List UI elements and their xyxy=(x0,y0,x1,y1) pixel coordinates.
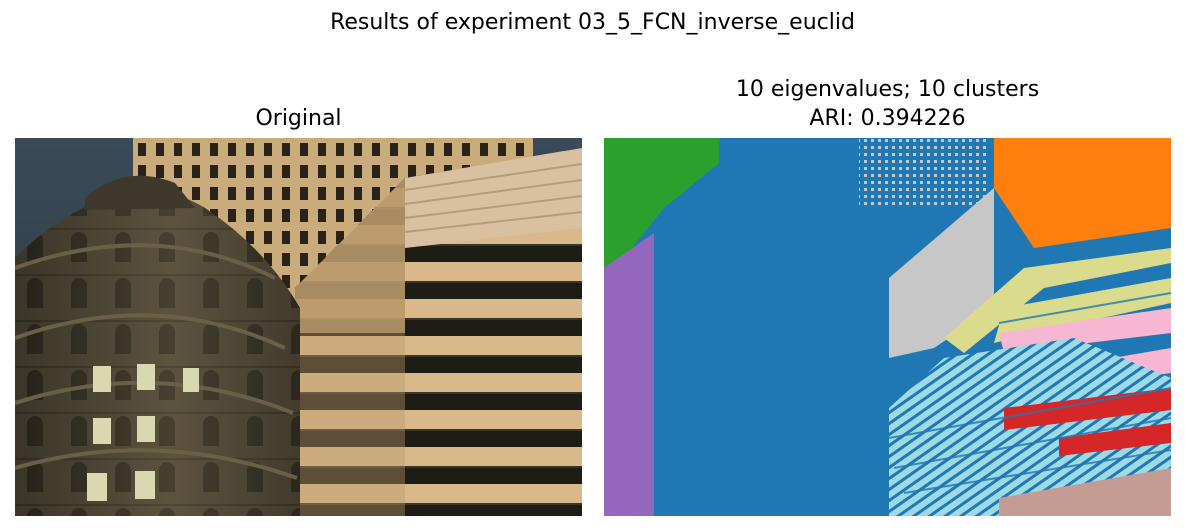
figure-suptitle: Results of experiment 03_5_FCN_inverse_e… xyxy=(330,10,855,35)
original-image xyxy=(15,138,582,516)
left-panel-title: Original xyxy=(255,106,342,131)
right-panel-title-line1: 10 eigenvalues; 10 clusters xyxy=(735,77,1040,102)
segmentation-image xyxy=(604,138,1171,516)
right-panel-title: 10 eigenvalues; 10 clusters ARI: 0.39422… xyxy=(604,75,1171,133)
right-panel-title-line2: ARI: 0.394226 xyxy=(809,106,966,131)
